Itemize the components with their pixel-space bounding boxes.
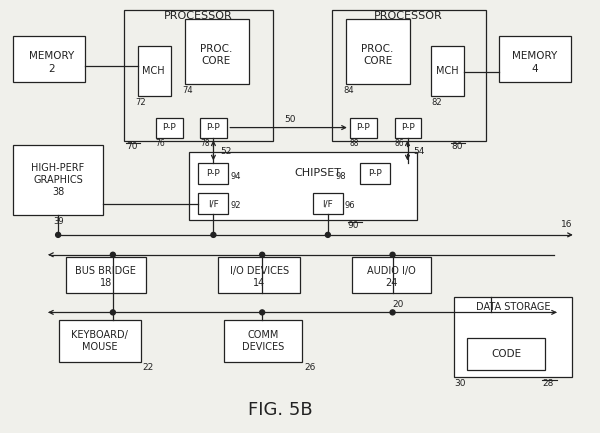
Text: I/F: I/F [322, 200, 333, 209]
Text: P-P: P-P [368, 169, 382, 178]
Bar [467, 338, 545, 370]
Text: 2: 2 [48, 64, 55, 74]
Circle shape [211, 233, 216, 237]
Text: 50: 50 [284, 115, 296, 124]
Bar [59, 320, 141, 362]
Text: 22: 22 [143, 363, 154, 372]
Text: FIG. 5B: FIG. 5B [248, 401, 313, 419]
Bar [431, 46, 464, 96]
Text: P-P: P-P [356, 123, 370, 132]
Text: DEVICES: DEVICES [242, 342, 284, 352]
Bar [224, 320, 302, 362]
Text: 90: 90 [348, 221, 359, 230]
Bar [188, 152, 418, 220]
Text: 20: 20 [392, 300, 404, 309]
Bar [155, 118, 182, 138]
Bar [124, 10, 273, 142]
Bar [332, 10, 486, 142]
Bar [346, 19, 410, 84]
Text: 72: 72 [136, 98, 146, 107]
Text: P-P: P-P [162, 123, 175, 132]
Circle shape [260, 310, 265, 315]
Text: 80: 80 [451, 142, 463, 152]
Text: P-P: P-P [206, 123, 220, 132]
Text: 88: 88 [350, 139, 359, 149]
Text: 54: 54 [413, 147, 425, 156]
Text: 24: 24 [385, 278, 398, 288]
Text: 26: 26 [304, 363, 316, 372]
Text: MOUSE: MOUSE [82, 342, 118, 352]
Bar [360, 163, 389, 184]
Circle shape [260, 252, 265, 257]
Text: CODE: CODE [491, 349, 521, 359]
Text: MEMORY: MEMORY [512, 51, 557, 61]
Text: 28: 28 [542, 379, 553, 388]
Text: AUDIO I/O: AUDIO I/O [367, 266, 416, 276]
Bar [13, 145, 103, 215]
Bar [218, 257, 300, 293]
Bar [395, 118, 421, 138]
Text: I/O DEVICES: I/O DEVICES [230, 266, 289, 276]
Text: 94: 94 [230, 172, 241, 181]
Circle shape [110, 310, 115, 315]
Text: 39: 39 [53, 217, 64, 226]
Text: CORE: CORE [202, 56, 231, 66]
Bar [138, 46, 170, 96]
Circle shape [56, 233, 61, 237]
Text: KEYBOARD/: KEYBOARD/ [71, 330, 128, 340]
Text: PROC.: PROC. [361, 44, 394, 54]
Bar [499, 36, 571, 82]
Text: 76: 76 [155, 139, 166, 149]
Text: PROCESSOR: PROCESSOR [374, 11, 443, 21]
Text: P-P: P-P [206, 169, 220, 178]
Text: CHIPSET: CHIPSET [295, 168, 341, 178]
Text: MEMORY: MEMORY [29, 51, 74, 61]
Text: 4: 4 [532, 64, 538, 74]
Text: 82: 82 [431, 98, 442, 107]
Text: I/F: I/F [208, 200, 219, 209]
Text: CORE: CORE [363, 56, 392, 66]
Circle shape [390, 252, 395, 257]
Text: 18: 18 [100, 278, 112, 288]
Bar [66, 257, 146, 293]
Text: 92: 92 [230, 200, 241, 210]
Text: MCH: MCH [142, 66, 165, 76]
Bar [199, 193, 229, 214]
Text: 86: 86 [395, 139, 404, 149]
Text: 38: 38 [52, 187, 64, 197]
Circle shape [110, 252, 115, 257]
Bar [313, 193, 343, 214]
Text: COMM: COMM [247, 330, 279, 340]
Text: HIGH-PERF: HIGH-PERF [31, 163, 85, 173]
Bar [200, 118, 227, 138]
Circle shape [390, 310, 395, 315]
Text: 16: 16 [561, 220, 572, 229]
Circle shape [325, 233, 331, 237]
Bar [199, 163, 229, 184]
Bar [350, 118, 377, 138]
Text: 74: 74 [182, 86, 193, 95]
Text: 52: 52 [220, 147, 232, 156]
Bar [185, 19, 249, 84]
Text: 14: 14 [253, 278, 265, 288]
Text: GRAPHICS: GRAPHICS [33, 175, 83, 185]
Text: BUS BRIDGE: BUS BRIDGE [76, 266, 136, 276]
Text: 70: 70 [126, 142, 137, 152]
Text: 30: 30 [454, 379, 466, 388]
Text: P-P: P-P [401, 123, 415, 132]
Text: PROCESSOR: PROCESSOR [164, 11, 233, 21]
Bar [454, 297, 572, 377]
Text: 84: 84 [344, 86, 355, 95]
Circle shape [488, 310, 494, 315]
Text: 96: 96 [345, 200, 355, 210]
Text: PROC.: PROC. [200, 44, 233, 54]
Bar [13, 36, 85, 82]
Text: DATA STORAGE: DATA STORAGE [476, 302, 550, 313]
Text: 78: 78 [200, 139, 210, 149]
Text: 98: 98 [335, 172, 346, 181]
Bar [352, 257, 431, 293]
Text: MCH: MCH [436, 66, 458, 76]
